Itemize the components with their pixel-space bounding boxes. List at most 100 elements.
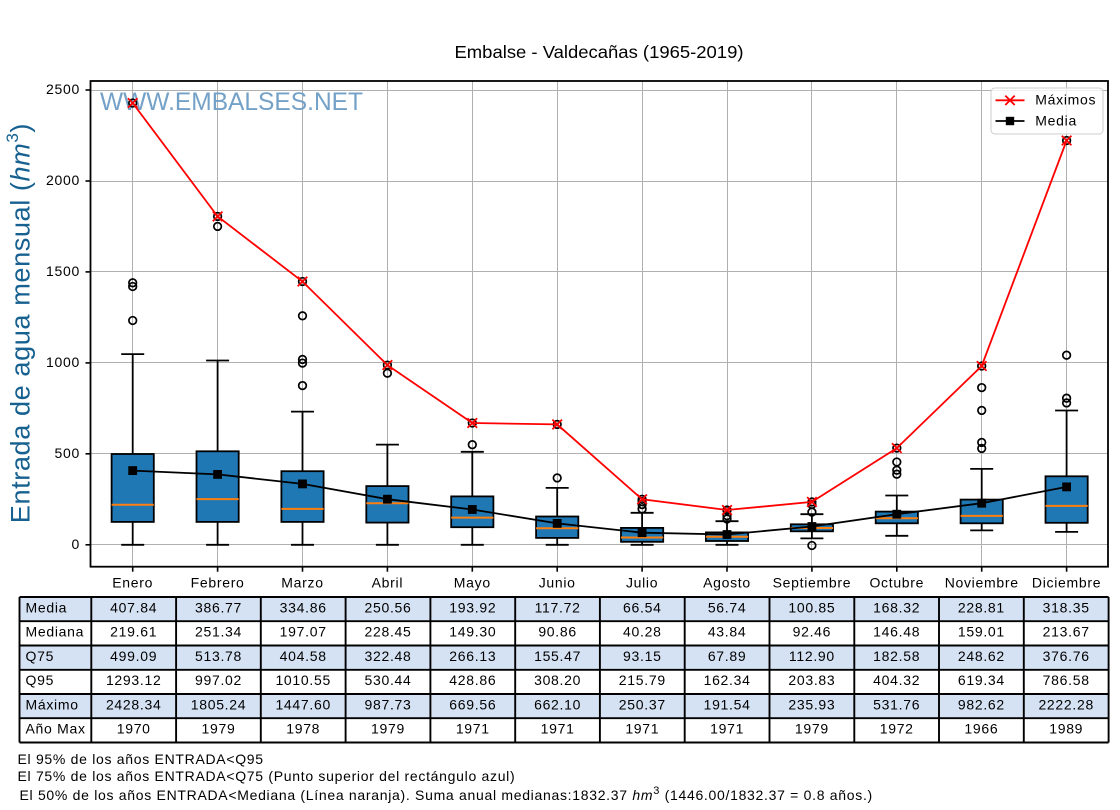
svg-text:308.20: 308.20 <box>534 672 581 688</box>
svg-text:1447.60: 1447.60 <box>275 696 331 712</box>
svg-text:1000: 1000 <box>46 354 80 370</box>
svg-text:43.84: 43.84 <box>708 624 747 640</box>
svg-text:1970: 1970 <box>117 721 151 737</box>
svg-text:El 75% de los años ENTRADA<Q75: El 75% de los años ENTRADA<Q75 (Punto su… <box>18 768 516 784</box>
svg-text:Mediana: Mediana <box>26 624 85 640</box>
svg-text:428.86: 428.86 <box>449 672 496 688</box>
svg-text:2500: 2500 <box>46 81 80 97</box>
svg-text:987.73: 987.73 <box>364 696 411 712</box>
svg-text:Media: Media <box>26 599 68 615</box>
svg-text:92.46: 92.46 <box>793 624 832 640</box>
svg-text:213.67: 213.67 <box>1043 624 1090 640</box>
svg-text:499.09: 499.09 <box>110 648 157 664</box>
svg-text:Entrada de agua mensual (hm3): Entrada de agua mensual (hm3) <box>3 123 36 523</box>
svg-text:El 95% de los años ENTRADA<Q95: El 95% de los años ENTRADA<Q95 <box>18 751 264 767</box>
svg-text:Máximo: Máximo <box>26 696 79 712</box>
svg-text:93.15: 93.15 <box>623 648 662 664</box>
svg-text:0: 0 <box>72 536 81 552</box>
svg-text:Octubre: Octubre <box>869 575 924 591</box>
svg-text:100.85: 100.85 <box>788 599 835 615</box>
svg-text:Agosto: Agosto <box>703 575 751 591</box>
svg-text:66.54: 66.54 <box>623 599 662 615</box>
svg-text:162.34: 162.34 <box>704 672 751 688</box>
svg-text:530.44: 530.44 <box>364 672 411 688</box>
svg-text:Enero: Enero <box>112 575 153 591</box>
svg-text:Noviembre: Noviembre <box>945 575 1019 591</box>
svg-text:248.62: 248.62 <box>958 648 1005 664</box>
svg-text:149.30: 149.30 <box>449 624 496 640</box>
svg-text:1978: 1978 <box>286 721 320 737</box>
svg-text:191.54: 191.54 <box>704 696 751 712</box>
svg-text:215.79: 215.79 <box>619 672 666 688</box>
svg-text:193.92: 193.92 <box>449 599 496 615</box>
svg-text:2428.34: 2428.34 <box>106 696 162 712</box>
svg-text:322.48: 322.48 <box>364 648 411 664</box>
svg-text:90.86: 90.86 <box>538 624 577 640</box>
svg-text:407.84: 407.84 <box>110 599 157 615</box>
svg-text:Media: Media <box>1035 112 1077 128</box>
svg-text:WWW.EMBALSES.NET: WWW.EMBALSES.NET <box>100 88 363 116</box>
svg-text:619.34: 619.34 <box>958 672 1005 688</box>
svg-text:1971: 1971 <box>541 721 575 737</box>
svg-text:235.93: 235.93 <box>788 696 835 712</box>
svg-text:1010.55: 1010.55 <box>275 672 331 688</box>
svg-text:Máximos: Máximos <box>1035 92 1096 108</box>
svg-text:El 50% de los años ENTRADA<Med: El 50% de los años ENTRADA<Mediana (Líne… <box>20 785 873 803</box>
svg-text:228.45: 228.45 <box>364 624 411 640</box>
svg-text:67.89: 67.89 <box>708 648 747 664</box>
svg-text:404.58: 404.58 <box>280 648 327 664</box>
svg-text:Septiembre: Septiembre <box>773 575 852 591</box>
svg-text:334.86: 334.86 <box>280 599 327 615</box>
svg-text:376.76: 376.76 <box>1043 648 1090 664</box>
svg-text:997.02: 997.02 <box>195 672 242 688</box>
svg-text:1972: 1972 <box>880 721 914 737</box>
svg-text:1500: 1500 <box>46 263 80 279</box>
svg-text:1293.12: 1293.12 <box>106 672 162 688</box>
svg-text:Embalse - Valdecañas (1965-201: Embalse - Valdecañas (1965-2019) <box>455 42 744 62</box>
svg-text:250.56: 250.56 <box>364 599 411 615</box>
svg-text:662.10: 662.10 <box>534 696 581 712</box>
svg-text:786.58: 786.58 <box>1043 672 1090 688</box>
svg-text:1966: 1966 <box>964 721 998 737</box>
svg-text:Mayo: Mayo <box>454 575 491 591</box>
svg-text:1971: 1971 <box>456 721 490 737</box>
svg-text:1805.24: 1805.24 <box>191 696 247 712</box>
svg-text:Junio: Junio <box>539 575 576 591</box>
svg-text:159.01: 159.01 <box>958 624 1005 640</box>
svg-text:1971: 1971 <box>710 721 744 737</box>
svg-text:Marzo: Marzo <box>281 575 323 591</box>
svg-text:182.58: 182.58 <box>873 648 920 664</box>
svg-text:155.47: 155.47 <box>534 648 581 664</box>
svg-text:531.76: 531.76 <box>873 696 920 712</box>
svg-text:2222.28: 2222.28 <box>1038 696 1094 712</box>
svg-text:386.77: 386.77 <box>195 599 242 615</box>
svg-text:251.34: 251.34 <box>195 624 242 640</box>
svg-text:982.62: 982.62 <box>958 696 1005 712</box>
svg-text:Año Max: Año Max <box>26 721 86 737</box>
svg-text:266.13: 266.13 <box>449 648 496 664</box>
svg-text:1979: 1979 <box>795 721 829 737</box>
svg-text:168.32: 168.32 <box>873 599 920 615</box>
svg-text:513.78: 513.78 <box>195 648 242 664</box>
svg-text:318.35: 318.35 <box>1043 599 1090 615</box>
svg-text:117.72: 117.72 <box>535 599 581 615</box>
svg-text:40.28: 40.28 <box>623 624 662 640</box>
svg-text:203.83: 203.83 <box>788 672 835 688</box>
svg-text:250.37: 250.37 <box>619 696 666 712</box>
svg-text:404.32: 404.32 <box>873 672 920 688</box>
svg-text:1971: 1971 <box>625 721 659 737</box>
svg-text:1989: 1989 <box>1049 721 1083 737</box>
svg-text:112.90: 112.90 <box>789 648 835 664</box>
svg-text:56.74: 56.74 <box>708 599 747 615</box>
svg-text:Q95: Q95 <box>26 672 55 688</box>
svg-text:500: 500 <box>55 445 80 461</box>
svg-text:228.81: 228.81 <box>958 599 1005 615</box>
svg-text:146.48: 146.48 <box>873 624 920 640</box>
svg-text:219.61: 219.61 <box>110 624 157 640</box>
svg-text:Abril: Abril <box>372 575 404 591</box>
svg-text:1979: 1979 <box>202 721 236 737</box>
svg-text:197.07: 197.07 <box>280 624 327 640</box>
svg-text:Julio: Julio <box>626 575 658 591</box>
svg-text:Febrero: Febrero <box>191 575 245 591</box>
svg-text:1979: 1979 <box>371 721 405 737</box>
